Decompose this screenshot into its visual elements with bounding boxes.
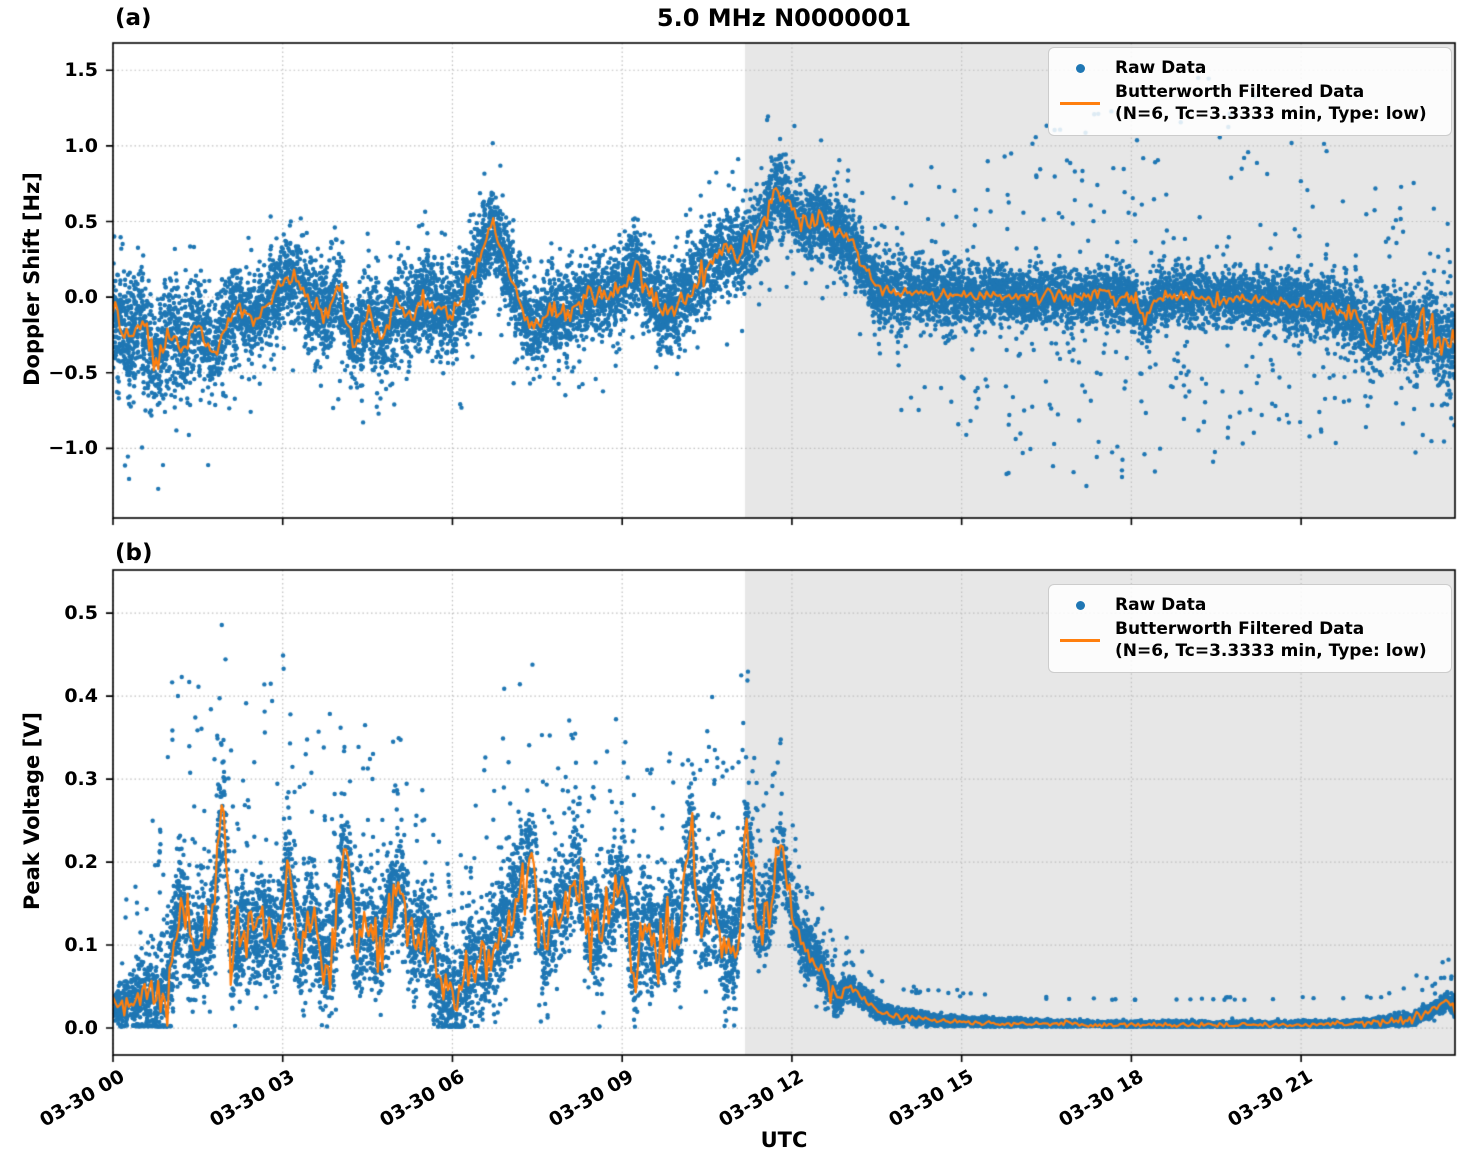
legend-filtered-label-line2: (N=6, Tc=3.3333 min, Type: low) (1115, 103, 1427, 124)
y-tick-label-a: −0.5 (48, 361, 98, 384)
y-tick-label-b: 0.4 (64, 685, 98, 708)
y-tick-label-b: 0.0 (64, 1017, 98, 1040)
legend-panel-a: Raw Data Butterworth Filtered Data (N=6,… (1048, 47, 1452, 137)
legend-item-raw: Raw Data (1057, 58, 1439, 80)
legend-raw-label: Raw Data (1115, 595, 1207, 615)
legend-filtered-label-line1: Butterworth Filtered Data (1115, 618, 1365, 639)
y-tick-label-b: 0.1 (64, 934, 98, 957)
y-tick-label-a: 1.5 (64, 59, 98, 82)
legend-raw-label: Raw Data (1115, 58, 1207, 78)
y-tick-label-a: 0.0 (64, 286, 98, 309)
y-tick-label-b: 0.2 (64, 851, 98, 874)
legend-item-filtered: Butterworth Filtered Data (N=6, Tc=3.333… (1057, 619, 1439, 663)
legend-item-filtered: Butterworth Filtered Data (N=6, Tc=3.333… (1057, 82, 1439, 126)
figure-title: 5.0 MHz N0000001 (656, 4, 912, 32)
legend-filtered-label-line1: Butterworth Filtered Data (1115, 81, 1365, 102)
y-tick-label-b: 0.3 (64, 768, 98, 791)
y-tick-label-a: 0.5 (64, 210, 98, 233)
y-tick-label-a: −1.0 (48, 437, 98, 460)
raw-data-dot-icon (1057, 601, 1103, 611)
x-tick-label: 03-30 21 (1224, 1065, 1317, 1132)
panel-b-label: (b) (115, 540, 153, 566)
panel-a-label: (a) (115, 5, 152, 31)
raw-data-dot-icon (1057, 64, 1103, 74)
y-tick-label-a: 1.0 (64, 134, 98, 157)
legend-filtered-label-line2: (N=6, Tc=3.3333 min, Type: low) (1115, 640, 1427, 661)
filtered-line-icon (1057, 102, 1103, 105)
legend-panel-b: Raw Data Butterworth Filtered Data (N=6,… (1048, 584, 1452, 674)
filtered-line-icon (1057, 639, 1103, 642)
legend-item-raw: Raw Data (1057, 595, 1439, 617)
y-tick-label-b: 0.5 (64, 602, 98, 625)
x-axis-label: UTC (760, 1128, 808, 1152)
y-axis-label-voltage: Peak Voltage [V] (20, 711, 44, 911)
